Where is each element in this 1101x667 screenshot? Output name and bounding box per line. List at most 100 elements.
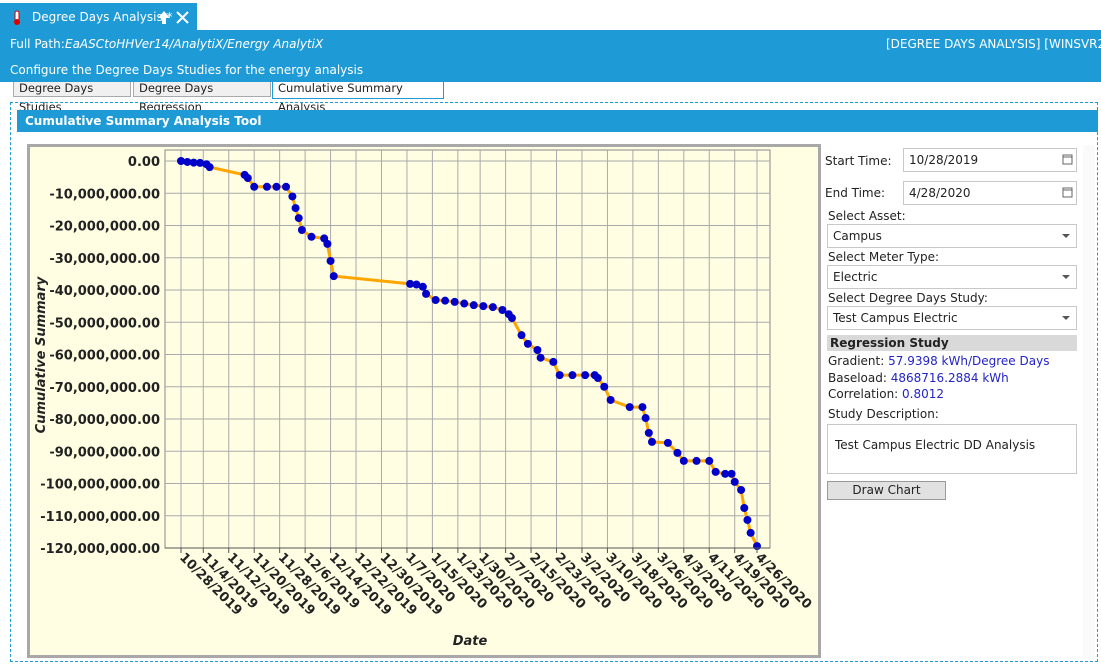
end-date-input[interactable]: 4/28/2020 xyxy=(903,181,1077,205)
data-point xyxy=(533,345,542,354)
data-point xyxy=(746,528,755,537)
data-point xyxy=(183,157,192,166)
data-point xyxy=(568,371,577,380)
y-tick-label: -110,000,000.00 xyxy=(40,510,160,525)
study-combo[interactable]: Test Campus Electric xyxy=(827,306,1077,330)
start-label: Start Time: xyxy=(825,154,892,168)
data-point xyxy=(711,467,720,476)
data-point xyxy=(479,302,488,311)
path-label: Full Path: xyxy=(10,37,65,51)
data-point xyxy=(272,182,281,191)
close-icon[interactable] xyxy=(176,11,189,24)
y-tick-label: -20,000,000.00 xyxy=(49,220,160,235)
data-point xyxy=(196,158,205,167)
data-point xyxy=(329,272,338,281)
data-point xyxy=(721,469,730,478)
data-point xyxy=(412,280,421,289)
data-point xyxy=(555,371,564,380)
asset-combo[interactable]: Campus xyxy=(827,224,1077,248)
data-point xyxy=(705,456,714,465)
data-point xyxy=(177,157,185,165)
y-tick-label: -30,000,000.00 xyxy=(49,252,160,267)
panel-title: Cumulative Summary Analysis Tool xyxy=(17,110,1098,132)
correlation-value: 0.8012 xyxy=(902,387,945,401)
data-point xyxy=(536,353,545,362)
calendar-icon[interactable] xyxy=(1062,186,1073,198)
tab-title: Degree Days Analysis * xyxy=(32,10,173,24)
baseload-label: Baseload: xyxy=(828,371,887,385)
data-point xyxy=(641,414,650,423)
data-point xyxy=(441,296,450,305)
data-point xyxy=(450,297,459,306)
data-point xyxy=(740,504,749,513)
y-tick-label: -60,000,000.00 xyxy=(49,349,160,364)
data-point xyxy=(307,232,316,241)
document-tab[interactable]: Degree Days Analysis * xyxy=(0,3,197,31)
data-point xyxy=(517,331,526,340)
data-point xyxy=(418,282,427,291)
y-tick-label: -80,000,000.00 xyxy=(49,413,160,428)
start-date-input[interactable]: 10/28/2019 xyxy=(903,148,1077,172)
data-point xyxy=(205,163,214,172)
data-point xyxy=(743,515,752,524)
data-point xyxy=(282,182,291,191)
data-point xyxy=(625,403,634,412)
x-axis-title: Date xyxy=(453,634,488,649)
data-point xyxy=(523,339,532,348)
gradient-value: 57.9398 kWh/Degree Days xyxy=(888,354,1050,368)
pin-icon[interactable] xyxy=(157,10,171,25)
chart: Date Cumulative Summary 0.00 -10,000,000.… xyxy=(27,144,821,658)
draw-chart-button[interactable]: Draw Chart xyxy=(827,481,946,500)
description-label: Study Description: xyxy=(828,407,939,421)
thermometer-icon xyxy=(14,10,20,25)
y-tick-label: -100,000,000.00 xyxy=(40,478,160,493)
data-point xyxy=(406,279,415,288)
y-tick-label: -70,000,000.00 xyxy=(49,381,160,396)
path: EaASCtoHHVer14/AnalytiX/Energy AnalytiX xyxy=(65,37,324,51)
data-point xyxy=(692,456,701,465)
data-point xyxy=(323,239,332,248)
y-axis-title: Cumulative Summary xyxy=(34,276,49,433)
y-tick-label: -10,000,000.00 xyxy=(49,187,160,202)
data-point xyxy=(737,485,746,494)
data-point xyxy=(679,456,688,465)
description-box[interactable]: Test Campus Electric DD Analysis xyxy=(827,424,1077,474)
correlation-label: Correlation: xyxy=(828,387,899,401)
data-point xyxy=(606,395,615,404)
data-point xyxy=(291,204,300,213)
gradient-row: Gradient: 57.9398 kWh/Degree Days xyxy=(828,354,1049,368)
data-point xyxy=(326,256,335,265)
y-tick-label: -40,000,000.00 xyxy=(49,284,160,299)
panel xyxy=(10,102,1098,662)
data-point xyxy=(730,477,739,486)
data-point xyxy=(663,438,672,447)
y-tick-label: -120,000,000.00 xyxy=(40,542,160,557)
end-label: End Time: xyxy=(825,186,886,200)
data-point xyxy=(243,174,252,183)
data-point xyxy=(469,301,478,310)
subtab[interactable]: Degree Days Studies xyxy=(13,78,131,114)
plot-area xyxy=(164,149,771,549)
data-point xyxy=(727,469,736,478)
meter-combo[interactable]: Electric xyxy=(827,265,1077,289)
y-tick-label: -50,000,000.00 xyxy=(49,316,160,331)
data-point xyxy=(673,448,682,457)
scrollbar[interactable] xyxy=(1083,145,1095,657)
context: [DEGREE DAYS ANALYSIS] [WINSVR2017 xyxy=(886,37,1101,51)
data-point xyxy=(189,158,198,167)
y-tick-label: -90,000,000.00 xyxy=(49,445,160,460)
header: Full Path: EaASCtoHHVer14/AnalytiX/Energ… xyxy=(0,30,1101,82)
data-point xyxy=(250,182,259,191)
data-point xyxy=(638,403,647,412)
correlation-row: Correlation: 0.8012 xyxy=(828,387,944,401)
data-point xyxy=(647,437,656,446)
header-description: Configure the Degree Days Studies for th… xyxy=(10,63,364,77)
data-point xyxy=(549,357,558,366)
meter-label: Select Meter Type: xyxy=(828,250,940,264)
calendar-icon[interactable] xyxy=(1062,153,1073,165)
data-point xyxy=(644,428,653,437)
baseload-value: 4868716.2884 kWh xyxy=(890,371,1009,385)
y-tick-label: 0.00 xyxy=(128,155,160,170)
